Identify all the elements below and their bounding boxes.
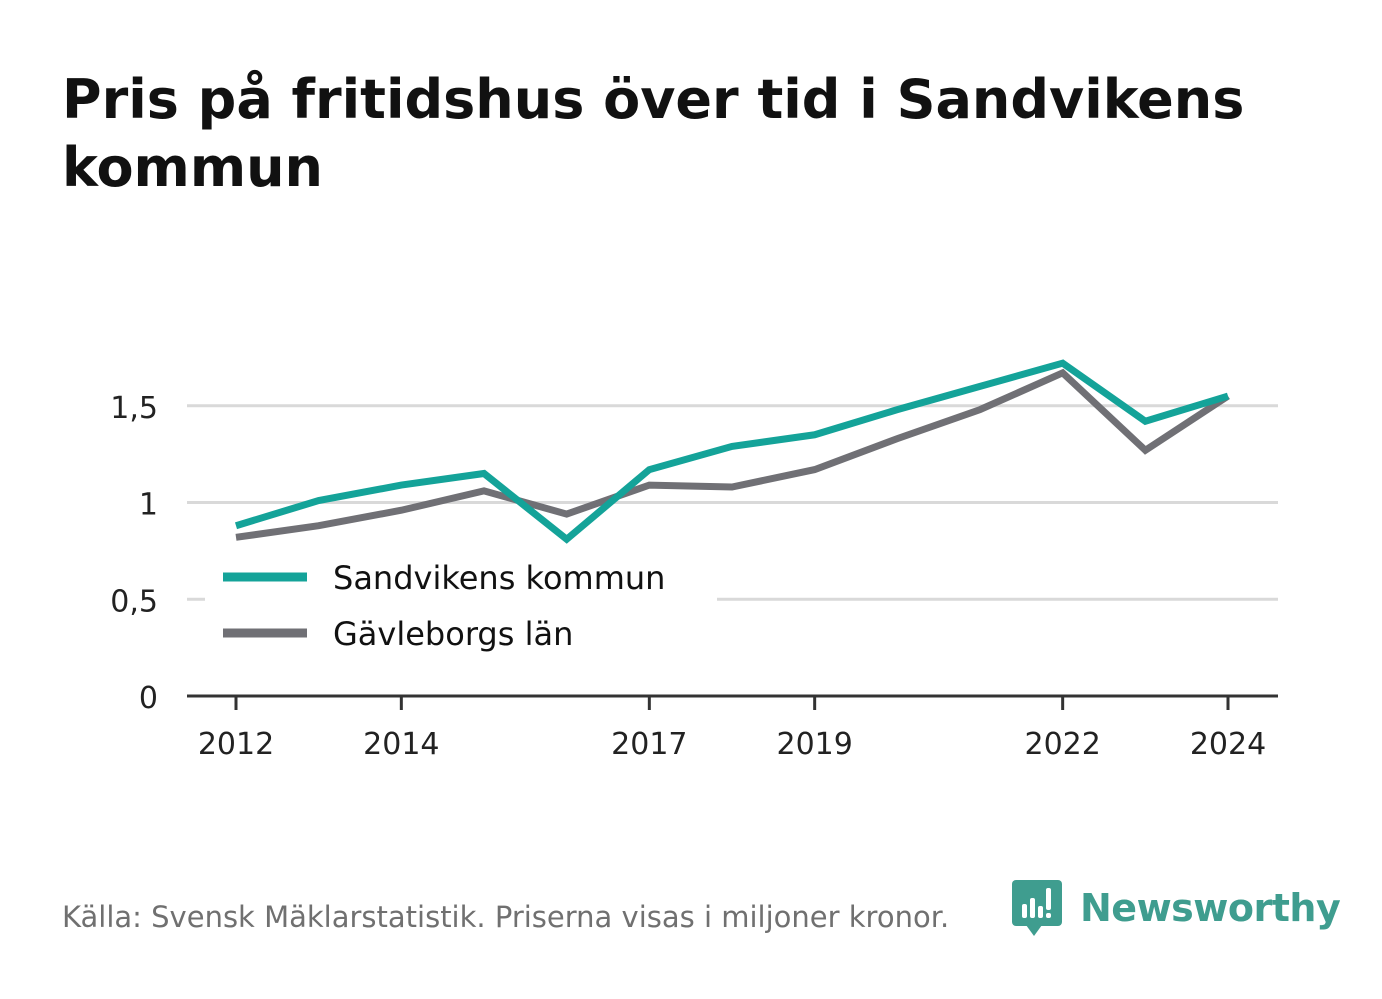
x-axis: 2012 2014 2017 2019 2022 2024 [187, 694, 1278, 762]
x-tick-label: 2012 [198, 727, 274, 762]
chart-title: Pris på fritidshus över tid i Sandvikens… [62, 68, 1245, 199]
y-axis-ticks: 0 0,5 1 1,5 [110, 391, 158, 716]
y-tick-label: 0,5 [110, 584, 158, 619]
series-line-0 [234, 359, 1230, 544]
series-lines [234, 359, 1230, 544]
brand-name: Newsworthy [1080, 886, 1341, 930]
brand: Newsworthy [1012, 878, 1341, 938]
x-tick-label: 2014 [363, 727, 439, 762]
legend-label: Sandvikens kommun [333, 559, 665, 597]
legend-background [205, 547, 717, 665]
legend: Sandvikens kommun Gävleborgs län [205, 547, 717, 665]
y-tick-label: 0 [139, 681, 158, 716]
source-note: Källa: Svensk Mäklarstatistik. Priserna … [62, 900, 950, 934]
series-line-1 [235, 368, 1230, 541]
x-tick-label: 2019 [776, 727, 852, 762]
y-tick-label: 1,5 [110, 391, 158, 426]
newsworthy-logo-icon [1012, 880, 1062, 936]
legend-label: Gävleborgs län [333, 615, 573, 653]
x-tick-label: 2022 [1024, 727, 1100, 762]
x-tick-label: 2017 [611, 727, 687, 762]
y-tick-label: 1 [139, 488, 158, 523]
x-tick-label: 2024 [1190, 727, 1266, 762]
